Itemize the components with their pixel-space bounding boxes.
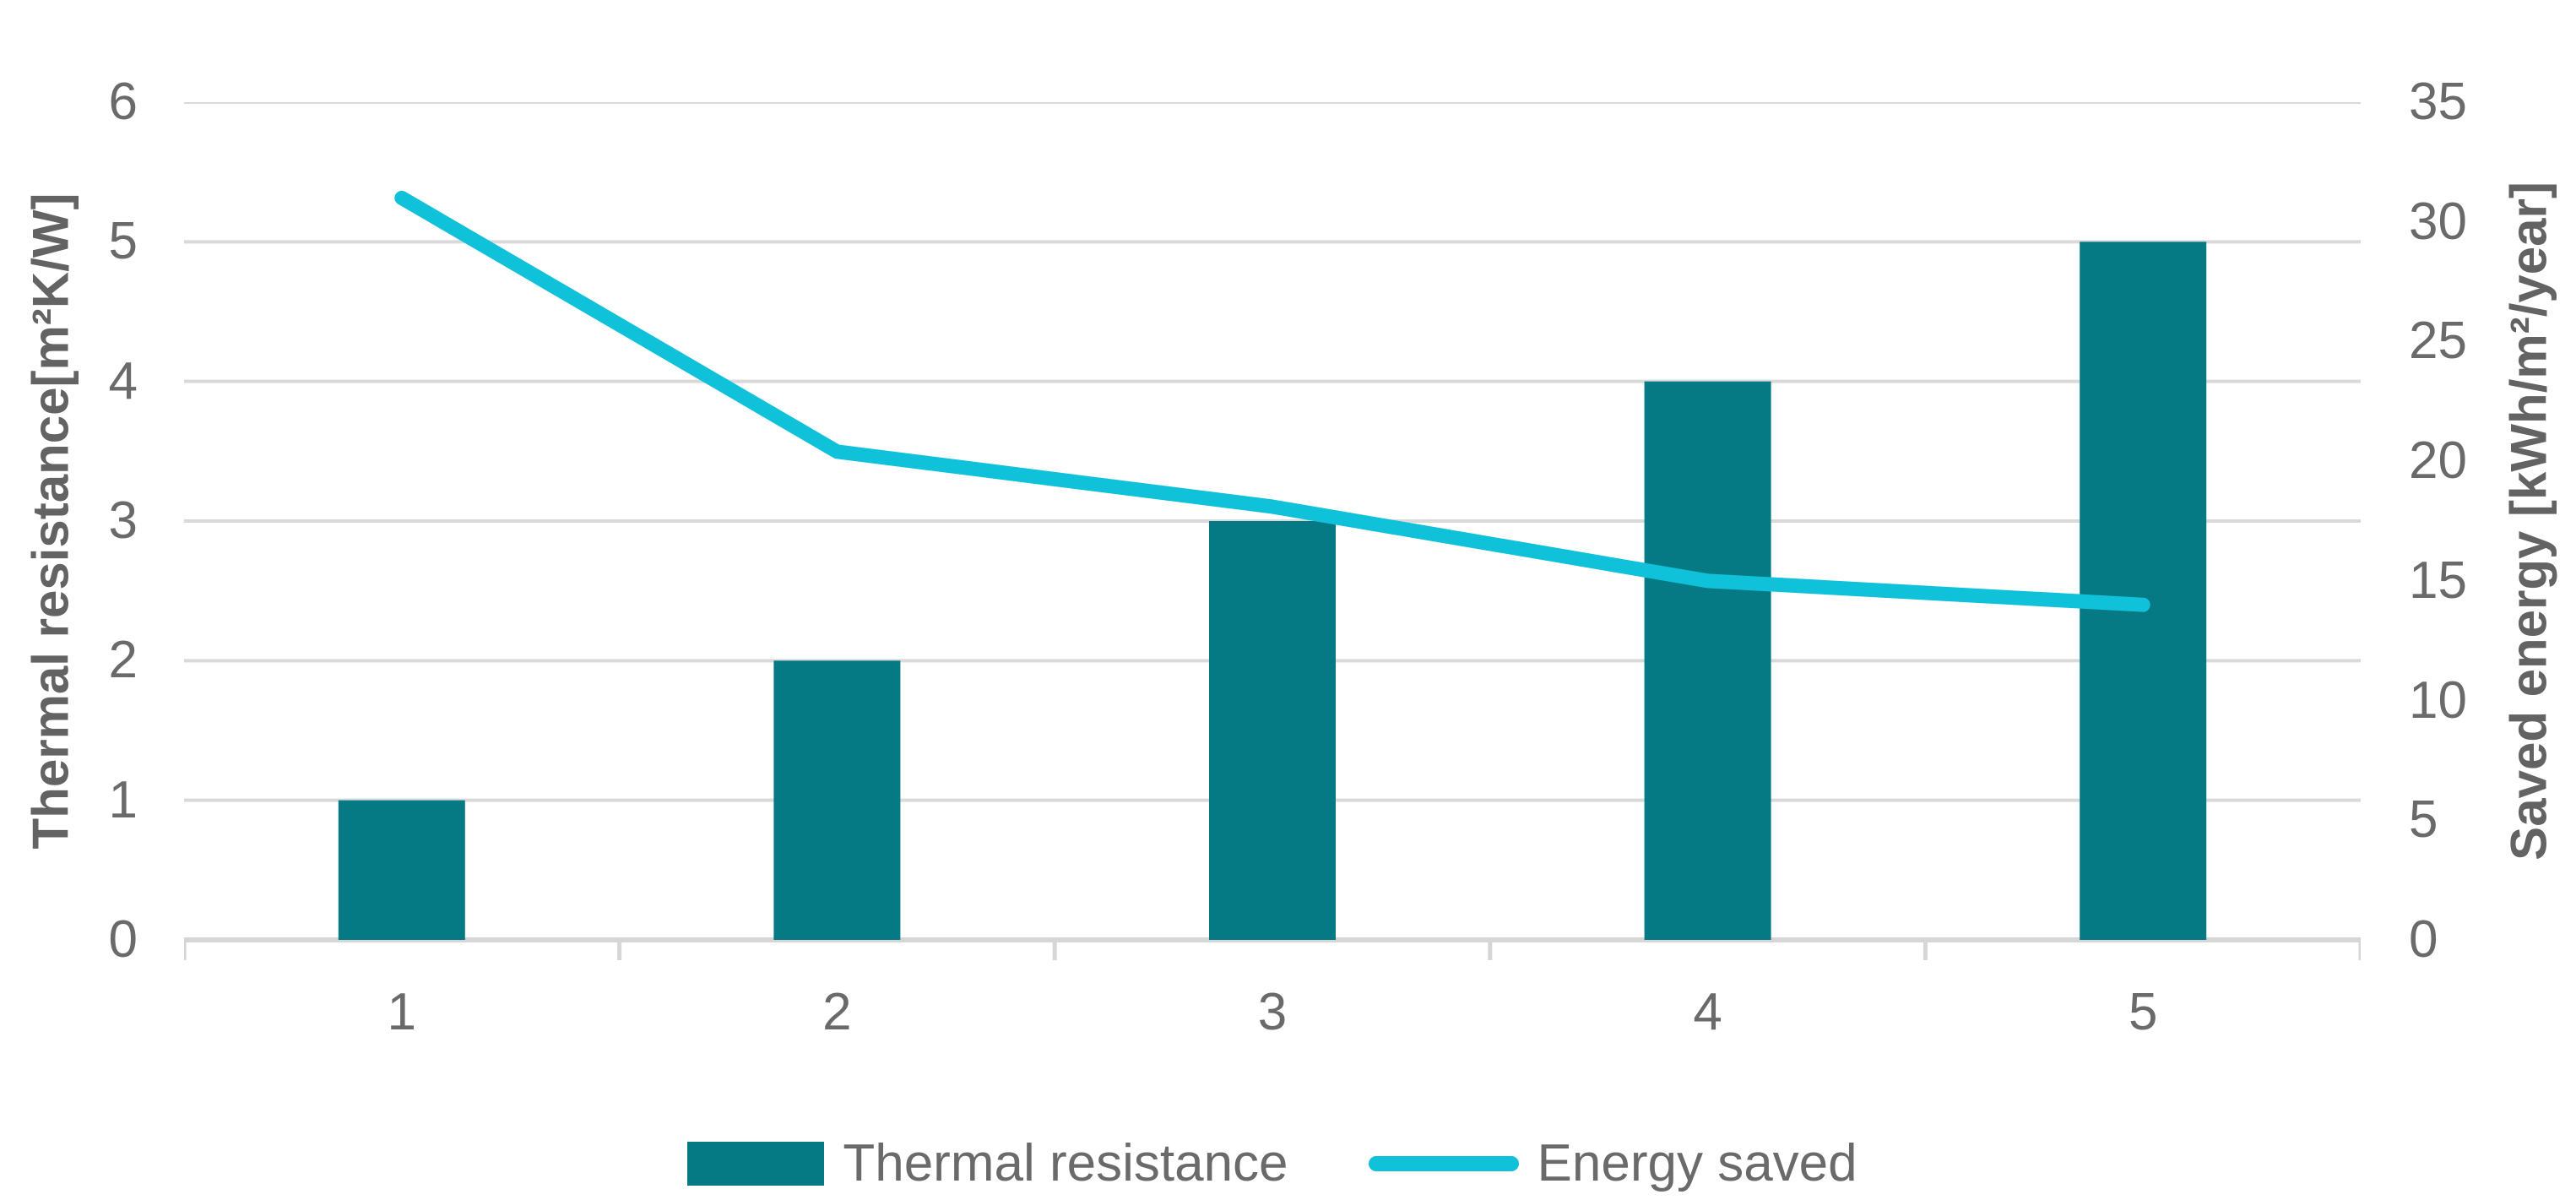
x-tick-label: 5	[2128, 983, 2158, 1041]
legend-label-thermal-resistance: Thermal resistance	[843, 1134, 1288, 1192]
left-tick-label: 0	[108, 910, 138, 969]
bar-thermal-resistance	[2080, 242, 2207, 940]
right-tick-label: 0	[2409, 910, 2438, 969]
left-tick-label: 4	[108, 351, 138, 410]
legend-item-thermal-resistance: Thermal resistance	[687, 1130, 1288, 1197]
left-tick-label: 2	[108, 631, 138, 690]
line-series-swatch	[1368, 1156, 1519, 1171]
bar-thermal-resistance	[1209, 521, 1336, 940]
x-tick-label: 3	[1257, 983, 1288, 1041]
x-tick-label: 1	[387, 983, 417, 1041]
bar-thermal-resistance	[1644, 381, 1771, 941]
bar-series-swatch	[687, 1142, 825, 1186]
legend: Thermal resistance Energy saved	[184, 1130, 2361, 1197]
right-axis-title: Saved energy [kWh/m²/year]	[2500, 182, 2557, 861]
right-tick-label: 15	[2409, 551, 2467, 610]
right-tick-label: 10	[2409, 671, 2467, 730]
right-tick-label: 25	[2409, 312, 2467, 371]
left-tick-label: 1	[108, 770, 138, 829]
right-tick-label: 20	[2409, 432, 2467, 491]
legend-item-energy-saved: Energy saved	[1368, 1130, 1857, 1197]
x-tick-label: 2	[822, 983, 852, 1041]
left-tick-label: 6	[108, 73, 138, 131]
plot-area	[184, 102, 2361, 960]
left-tick-label: 3	[108, 491, 138, 550]
right-tick-label: 30	[2409, 192, 2467, 251]
x-tick-label: 4	[1693, 983, 1722, 1041]
bar-thermal-resistance	[773, 660, 901, 940]
legend-label-energy-saved: Energy saved	[1537, 1134, 1857, 1192]
right-tick-label: 35	[2409, 73, 2467, 131]
line-energy-saved	[394, 190, 2150, 612]
left-axis-title: Thermal resistance[m²K/W]	[22, 193, 79, 850]
bar-thermal-resistance	[338, 800, 465, 940]
left-tick-label: 5	[108, 212, 138, 271]
right-tick-label: 5	[2409, 790, 2438, 850]
